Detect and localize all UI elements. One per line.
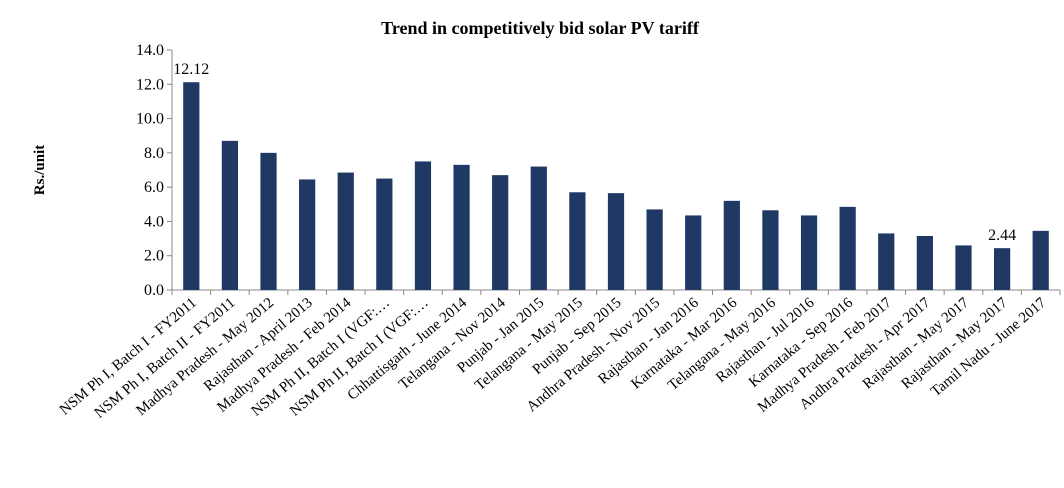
bar [530,166,547,290]
y-tick-label: 0.0 [144,282,164,299]
bar [646,209,663,290]
y-tick-label: 6.0 [144,179,164,196]
data-label: 12.12 [173,61,209,78]
y-tick-label: 4.0 [144,213,164,230]
bar [337,172,354,290]
bar [762,210,779,290]
bar [993,248,1011,290]
bar [839,206,856,290]
bar [569,192,586,290]
bar [607,193,625,290]
y-tick-label: 12.0 [136,76,164,93]
y-tick-label: 10.0 [136,111,164,128]
y-tick-label: 2.0 [144,248,164,265]
bar [955,245,972,290]
bar [1032,230,1049,290]
data-label: 2.44 [988,227,1016,244]
bar [183,82,200,290]
bar [723,200,740,290]
bar [376,178,393,290]
chart-title: Trend in competitively bid solar PV tari… [381,18,700,38]
y-tick-label: 8.0 [144,145,164,162]
bar [685,215,702,290]
bar [492,175,509,290]
y-axis-label: Rs./unit [32,145,48,195]
bar [800,215,818,290]
bar [414,161,432,290]
y-tick-label: 14.0 [136,42,164,59]
bar [260,152,277,290]
bar [221,140,239,290]
bar [299,179,316,290]
bar [878,233,895,290]
bar [916,236,933,290]
bar [453,164,470,290]
